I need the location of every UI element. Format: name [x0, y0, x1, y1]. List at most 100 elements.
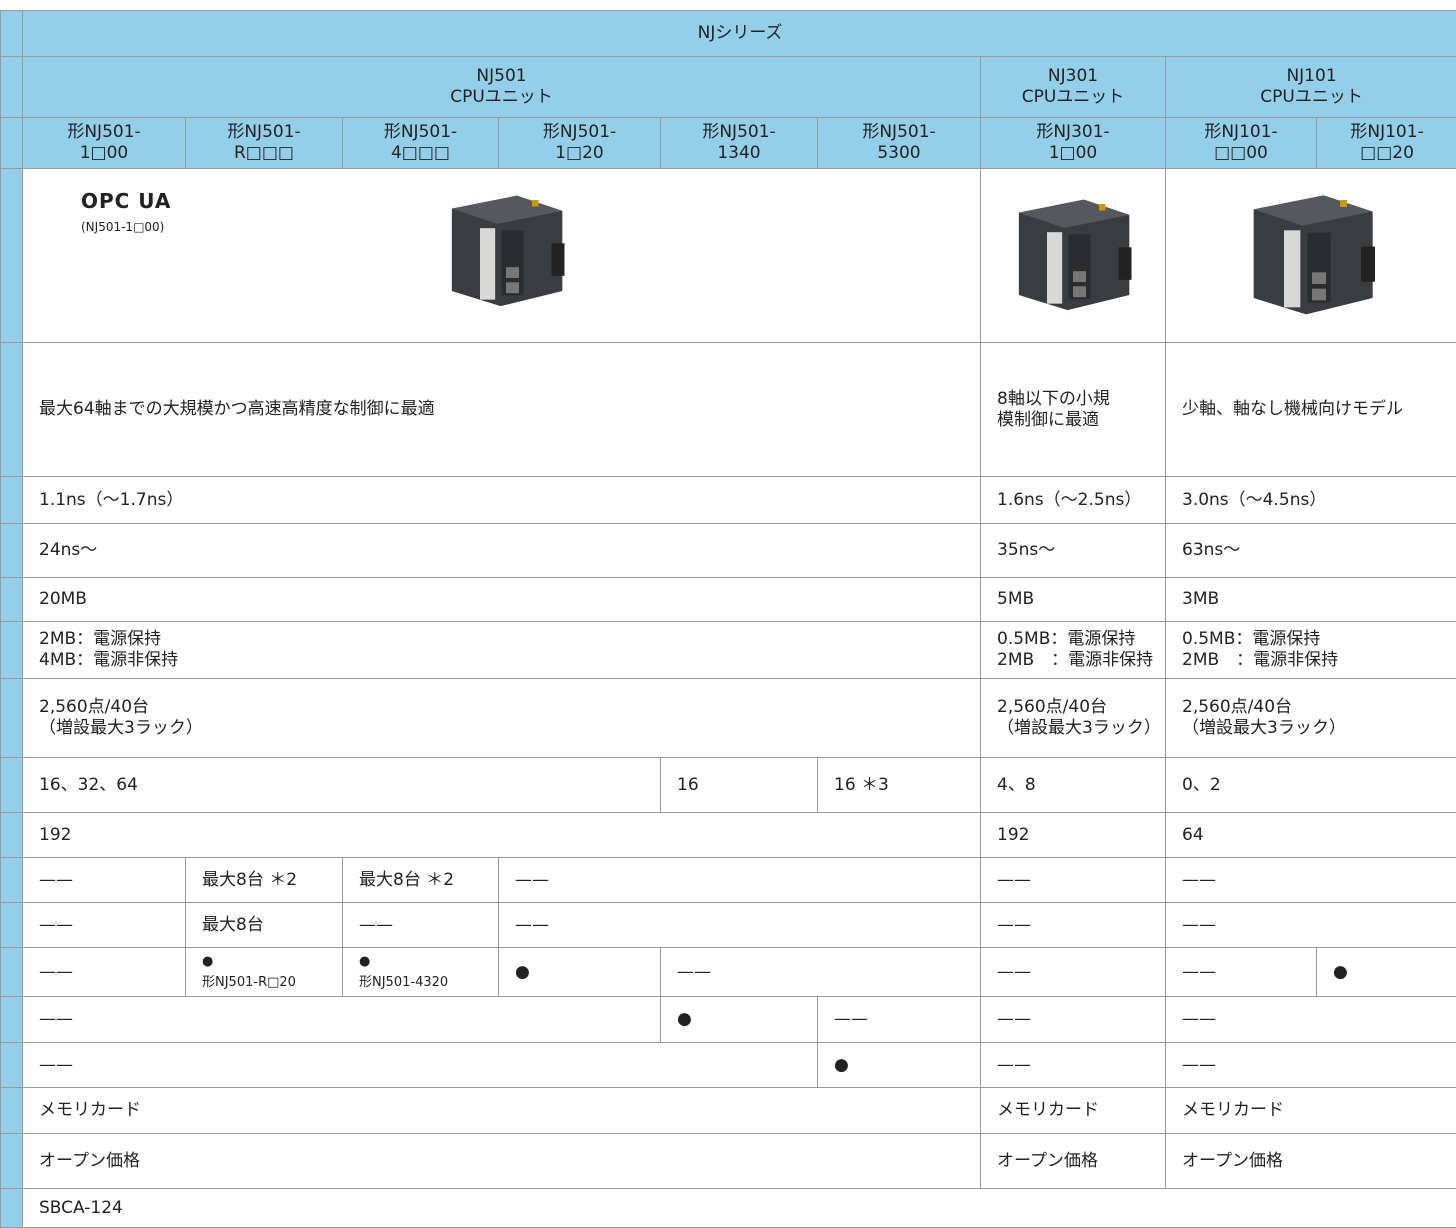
table-row: 2,560点/40台 （増設最大3ラック）2,560点/40台 （増設最大3ラッ…: [1, 679, 1456, 758]
data-cell: SBCA-124: [23, 1189, 1456, 1228]
row-label: [1, 679, 23, 758]
data-cell: 192: [23, 813, 981, 858]
table-row: SBCA-124: [1, 1189, 1456, 1228]
table-row: OPC UA(NJ501-1□00): [1, 169, 1456, 343]
image-cell: OPC UA(NJ501-1□00): [23, 169, 981, 343]
data-cell: 16 ＊3: [818, 758, 981, 813]
data-cell: 3.0ns（～4.5ns）: [1166, 477, 1456, 524]
data-cell: 20MB: [23, 578, 981, 622]
model-header: 形NJ501- 1340: [661, 118, 818, 169]
group-header: NJ301 CPUユニット: [981, 57, 1166, 118]
data-cell: 最大64軸までの大規模かつ高速高精度な制御に最適: [23, 343, 981, 477]
data-cell: 192: [981, 813, 1166, 858]
data-cell: 2,560点/40台 （増設最大3ラック）: [23, 679, 981, 758]
group-header: NJ101 CPUユニット: [1166, 57, 1456, 118]
product-image: [1242, 186, 1382, 319]
row-label: [1, 1189, 23, 1228]
data-cell: ——: [661, 948, 981, 997]
model-header: 形NJ501- 1□00: [23, 118, 186, 169]
data-cell: 0、2: [1166, 758, 1456, 813]
data-cell: ——: [818, 997, 981, 1043]
row-label: [1, 997, 23, 1043]
data-cell: ——: [981, 858, 1166, 903]
product: [441, 187, 571, 317]
model-header: 形NJ501- R□□□: [186, 118, 343, 169]
table-row: 1.1ns（～1.7ns）1.6ns（～2.5ns）3.0ns（～4.5ns）: [1, 477, 1456, 524]
row-label: [1, 11, 23, 57]
group-header: NJ501 CPUユニット: [23, 57, 981, 118]
table-row: オープン価格オープン価格オープン価格: [1, 1134, 1456, 1189]
data-cell: ● 形NJ501-R□20: [186, 948, 343, 997]
data-cell: 16: [661, 758, 818, 813]
data-cell: 64: [1166, 813, 1456, 858]
data-cell: ——: [1166, 1043, 1456, 1088]
data-cell: ——: [981, 997, 1166, 1043]
data-cell: 35ns～: [981, 524, 1166, 578]
data-cell: ——: [981, 948, 1166, 997]
data-cell: ——: [1166, 997, 1456, 1043]
model-header: 形NJ501- 5300: [818, 118, 981, 169]
series-header: NJシリーズ: [23, 11, 1456, 57]
data-cell: 2,560点/40台 （増設最大3ラック）: [1166, 679, 1456, 758]
data-cell: ——: [1166, 858, 1456, 903]
data-cell: ——: [23, 903, 186, 948]
data-cell: ——: [1166, 903, 1456, 948]
data-cell: オープン価格: [1166, 1134, 1456, 1189]
model-header: 形NJ301- 1□00: [981, 118, 1166, 169]
row-label: [1, 578, 23, 622]
table-row: メモリカードメモリカードメモリカード: [1, 1088, 1456, 1134]
data-cell: オープン価格: [981, 1134, 1166, 1189]
data-cell: ——: [23, 997, 661, 1043]
data-cell: ——: [981, 903, 1166, 948]
row-label: [1, 1088, 23, 1134]
data-cell: 4、8: [981, 758, 1166, 813]
image-cell: [981, 169, 1166, 343]
data-cell: 8軸以下の小規 模制御に最適: [981, 343, 1166, 477]
data-cell: 1.1ns（～1.7ns）: [23, 477, 981, 524]
row-label: [1, 169, 23, 343]
row-label: [1, 57, 23, 118]
data-cell: 最大8台: [186, 903, 343, 948]
model-header: 形NJ101- □□20: [1317, 118, 1456, 169]
table-row: ——● 形NJ501-R□20● 形NJ501-4320●——————●: [1, 948, 1456, 997]
data-cell: ——: [23, 948, 186, 997]
data-cell: 0.5MB：電源保持 2MB ：電源非保持: [1166, 622, 1456, 679]
data-cell: ——: [23, 858, 186, 903]
data-cell: ●: [818, 1043, 981, 1088]
data-cell: メモリカード: [1166, 1088, 1456, 1134]
data-cell: 5MB: [981, 578, 1166, 622]
data-cell: ——: [23, 1043, 818, 1088]
data-cell: ——: [1166, 948, 1317, 997]
logo-note: (NJ501-1□00): [81, 217, 164, 238]
data-cell: ●: [661, 997, 818, 1043]
table-row: ——●——————: [1, 997, 1456, 1043]
row-label: [1, 343, 23, 477]
data-cell: 16、32、64: [23, 758, 661, 813]
data-cell: 2MB：電源保持 4MB：電源非保持: [23, 622, 981, 679]
data-cell: 0.5MB：電源保持 2MB ：電源非保持: [981, 622, 1166, 679]
table-row: ——●————: [1, 1043, 1456, 1088]
row-label: [1, 948, 23, 997]
data-cell: 最大8台 ＊2: [186, 858, 343, 903]
data-cell: 2,560点/40台 （増設最大3ラック）: [981, 679, 1166, 758]
data-cell: ——: [343, 903, 499, 948]
table-row: NJシリーズ: [1, 11, 1456, 57]
data-cell: 63ns～: [1166, 524, 1456, 578]
data-cell: オープン価格: [23, 1134, 981, 1189]
row-label: [1, 1134, 23, 1189]
model-header: 形NJ501- 1□20: [499, 118, 661, 169]
row-label: [1, 813, 23, 858]
data-cell: 24ns～: [23, 524, 981, 578]
data-cell: メモリカード: [23, 1088, 981, 1134]
product-image: [441, 187, 571, 311]
data-cell: ——: [499, 858, 981, 903]
